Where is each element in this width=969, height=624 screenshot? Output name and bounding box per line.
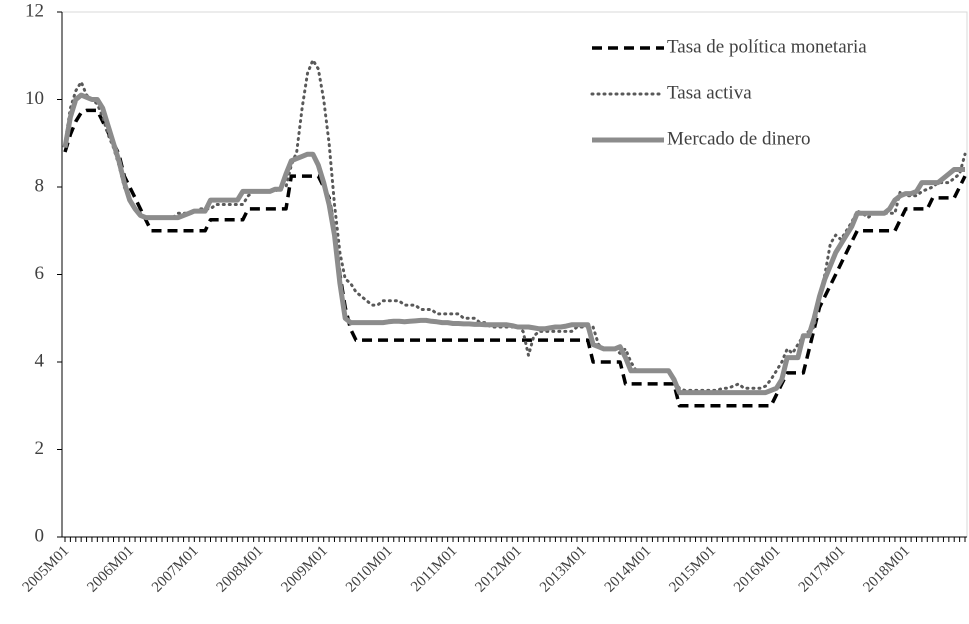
x-tick-label: 2017M01	[796, 543, 849, 596]
x-tick-label: 2014M01	[602, 543, 655, 596]
x-tick-label: 2013M01	[537, 543, 590, 596]
x-tick-label: 2010M01	[343, 543, 396, 596]
y-tick-label: 12	[25, 0, 44, 21]
x-tick-label: 2011M01	[408, 543, 460, 595]
legend-label: Tasa de política monetaria	[667, 36, 867, 57]
y-tick-label: 2	[35, 438, 45, 459]
legend-label: Tasa activa	[667, 82, 752, 103]
y-tick-label: 6	[35, 263, 45, 284]
y-tick-label: 0	[35, 525, 45, 546]
plot-frame	[61, 11, 968, 538]
x-tick-label: 2018M01	[860, 543, 913, 596]
series-line	[62, 92, 965, 396]
x-tick-label: 2006M01	[84, 543, 137, 596]
y-tick-label: 8	[35, 175, 45, 196]
x-tick-label: 2009M01	[278, 543, 331, 596]
series-line	[63, 108, 967, 408]
legend-label: Mercado de dinero	[667, 128, 811, 149]
x-tick-label: 2005M01	[20, 543, 73, 596]
x-tick-label: 2016M01	[731, 543, 784, 596]
x-tick-label: 2008M01	[214, 543, 267, 596]
x-tick-label: 2012M01	[472, 543, 525, 596]
y-tick-label: 4	[35, 350, 45, 371]
x-tick-label: 2015M01	[666, 543, 719, 596]
y-tick-label: 10	[25, 88, 44, 109]
x-tick-label: 2007M01	[149, 543, 202, 596]
